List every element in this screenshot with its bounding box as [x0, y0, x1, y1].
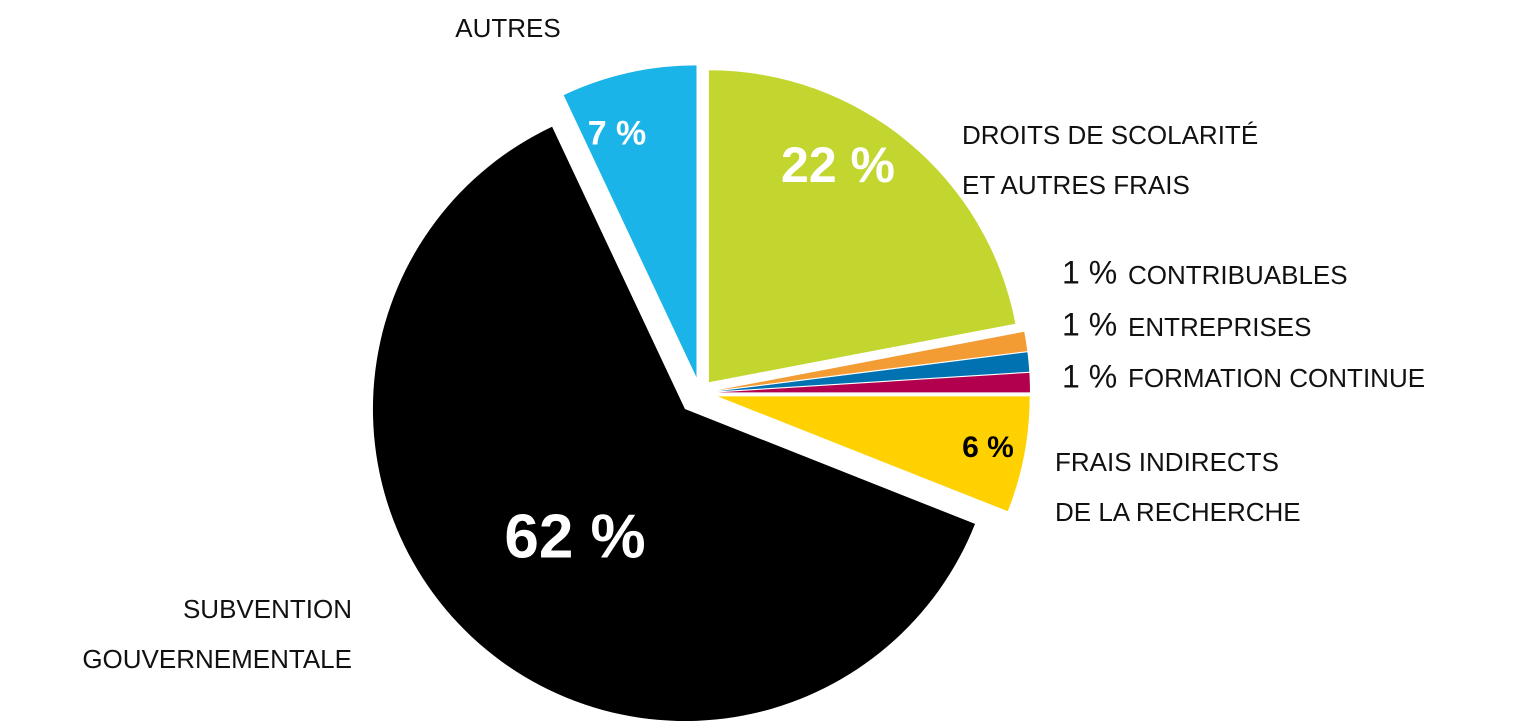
category-label: AUTRES	[455, 13, 561, 43]
value-label: 1 %	[1062, 254, 1118, 291]
pie-slice	[563, 65, 697, 378]
pie-slice	[717, 396, 1030, 512]
category-label: ENTREPRISES	[1128, 312, 1312, 342]
value-label: 1 %	[1062, 306, 1118, 343]
pie-slice	[708, 70, 1016, 383]
value-label: 1 %	[1062, 358, 1118, 395]
category-label: SUBVENTION GOUVERNEMENTALE	[82, 594, 352, 674]
value-label: 7 %	[587, 114, 647, 153]
category-label: DROITS DE SCOLARITÉ ET AUTRES FRAIS	[962, 120, 1259, 200]
pie-slice	[717, 352, 1030, 392]
value-label: 6 %	[962, 431, 1014, 464]
category-label: FORMATION CONTINUE	[1128, 363, 1426, 393]
value-label: 22 %	[781, 137, 895, 193]
pie-slice	[717, 372, 1030, 393]
category-label: FRAIS INDIRECTS DE LA RECHERCHE	[1055, 447, 1301, 527]
value-label: 62 %	[504, 502, 646, 572]
pie-slice	[717, 331, 1028, 391]
pie-slice	[372, 126, 976, 722]
category-label: CONTRIBUABLES	[1128, 260, 1348, 290]
